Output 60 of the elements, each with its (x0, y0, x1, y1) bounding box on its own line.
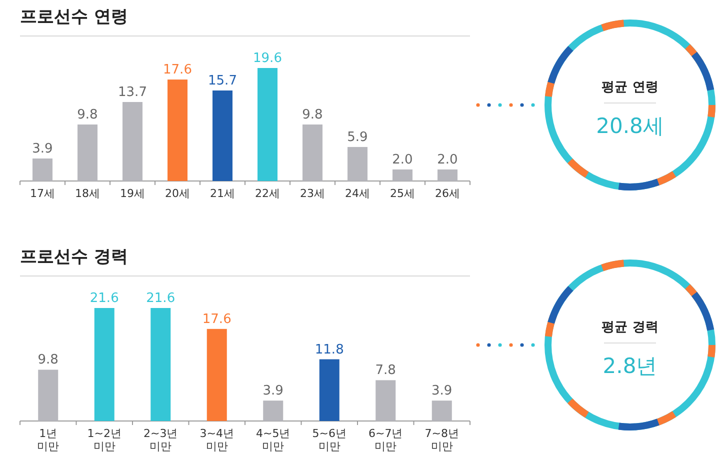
bar (376, 380, 396, 421)
data-label: 5.9 (347, 130, 368, 145)
x-tick-label: 2~3년 미만 (144, 427, 178, 453)
x-tick-label: 19세 (120, 187, 145, 200)
bar (258, 68, 278, 181)
bar (168, 80, 188, 181)
x-tick-label: 23세 (300, 187, 325, 200)
text: 평균 연령 (602, 80, 658, 95)
bar (32, 158, 52, 181)
x-tick-label: 21세 (210, 187, 235, 200)
bar (122, 102, 142, 181)
data-label: 17.6 (202, 312, 232, 327)
x-tick-label: 22세 (255, 187, 280, 200)
bar (78, 124, 98, 181)
data-label: 3.9 (432, 384, 452, 399)
data-label: 21.6 (146, 291, 176, 306)
data-label: 11.8 (314, 342, 344, 358)
chart-title: 프로선수 경력 (20, 247, 128, 267)
bar (38, 370, 58, 421)
data-label: 17.6 (163, 62, 192, 78)
bar (302, 124, 322, 181)
bar (438, 169, 458, 181)
x-tick-label: 17세 (30, 187, 55, 200)
x-tick-label: 7~8년 미만 (424, 427, 459, 453)
chart-title: 프로선수 연령 (20, 7, 128, 27)
data-label: 2.0 (437, 152, 458, 168)
data-label: 21.6 (90, 291, 119, 306)
x-tick-label: 26세 (435, 187, 460, 200)
x-tick-label: 25세 (390, 187, 415, 200)
data-label: 3.9 (262, 384, 284, 399)
x-tick-label: 1~2년 미만 (87, 427, 122, 453)
x-tick-label: 1년 미만 (37, 427, 60, 453)
bar (94, 308, 114, 421)
x-tick-label: 5~6년 미만 (312, 427, 346, 453)
x-tick-label: 6~7년 미만 (368, 427, 403, 453)
text: 평균 경력 (602, 320, 658, 335)
bar (348, 146, 368, 181)
x-tick-label: 24세 (345, 187, 370, 200)
x-tick-label: 3~4년 미만 (200, 427, 234, 453)
data-label: 19.6 (253, 51, 282, 66)
data-label: 2.0 (392, 152, 413, 168)
data-label: 7.8 (375, 363, 396, 378)
data-label: 3.9 (32, 142, 53, 157)
x-tick-label: 18세 (75, 187, 100, 200)
data-label: 13.7 (118, 85, 147, 100)
bar (212, 90, 232, 181)
data-label: 15.7 (208, 73, 237, 88)
x-tick-label: 20세 (165, 187, 190, 200)
bar (392, 169, 412, 181)
data-label: 9.8 (302, 108, 323, 122)
bar (319, 359, 340, 421)
text: 20.8세 (596, 114, 664, 138)
data-label: 9.8 (77, 108, 98, 122)
text: 2.8년 (602, 354, 658, 378)
bar (206, 328, 227, 421)
bar (263, 400, 284, 421)
data-label: 9.8 (38, 352, 58, 368)
bar (150, 308, 171, 421)
bar (432, 400, 452, 421)
x-tick-label: 4~5년 미만 (256, 427, 290, 453)
